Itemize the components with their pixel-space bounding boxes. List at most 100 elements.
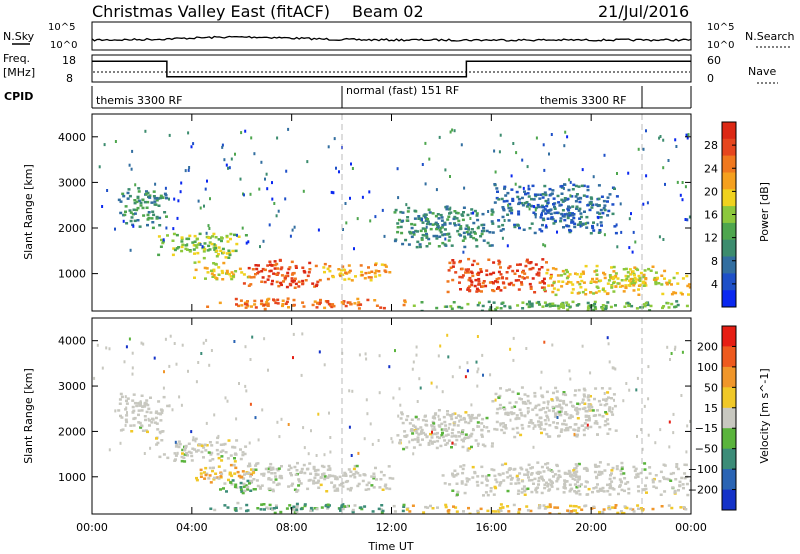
nsky-trace [91, 35, 692, 42]
power-echo-region [318, 262, 392, 282]
power-echo-layer [98, 127, 691, 311]
nsearch-tick-bottom: 10^0 [707, 40, 734, 51]
colorbar-tick-label: −200 [688, 484, 718, 497]
colorbar-swatch [722, 387, 736, 409]
velocity-echo-layer [93, 332, 691, 514]
velocity-yaxis: 1000 2000 3000 4000 [58, 335, 691, 484]
colorbar-tick-label: −100 [688, 463, 718, 476]
xtick-label: 16:00 [475, 521, 507, 534]
nsky-line [91, 35, 692, 42]
xaxis-label: Time UT [367, 540, 413, 553]
power-scatter-echoes [98, 127, 691, 254]
velocity-echo-region [405, 503, 688, 514]
freq-trace [92, 60, 691, 78]
xtick-label: 00:00 [76, 521, 108, 534]
power-echo-region [393, 205, 494, 249]
colorbar-swatch [722, 206, 736, 224]
colorbar-tick-label: 50 [704, 381, 718, 394]
velocity-echo-region [155, 436, 248, 463]
colorbar-swatch [722, 239, 736, 257]
xtick-label: 00:00 [675, 521, 707, 534]
ytick-label: 4000 [58, 335, 86, 348]
colorbar-tick-label: 28 [704, 139, 718, 152]
power-echo-region [242, 258, 320, 289]
nsky-tick-top: 10^5 [48, 22, 75, 33]
power-panel: 1000 2000 3000 4000 Slant Range [km] [22, 113, 692, 312]
freq-tick-top: 18 [62, 54, 76, 67]
colorbar-swatch [722, 428, 736, 450]
colorbar-swatch [722, 366, 736, 388]
ytick-label: 2000 [58, 425, 86, 438]
xtick-label: 12:00 [376, 521, 408, 534]
nave-tick-bottom: 0 [707, 72, 714, 85]
power-echo-region [193, 260, 251, 281]
power-yaxis: 1000 2000 3000 4000 [58, 131, 691, 281]
colorbar-tick-label: 24 [704, 162, 718, 175]
colorbar-swatch [722, 138, 736, 157]
colorbar-tick-label: −50 [695, 443, 718, 456]
power-echo-region [542, 264, 691, 297]
colorbar-tick-label: 4 [711, 278, 718, 291]
colorbar-tick-label: 15 [704, 402, 718, 415]
nsky-tick-bottom: 10^0 [50, 40, 77, 51]
colorbar-tick-label: 12 [704, 232, 718, 245]
ytick-label: 2000 [58, 222, 86, 235]
ytick-label: 3000 [58, 380, 86, 393]
beam-label: Beam 02 [352, 2, 424, 21]
colorbar-swatch [722, 448, 736, 470]
colorbar-swatch [722, 469, 736, 490]
xtick-label: 08:00 [276, 521, 308, 534]
colorbar-swatch [722, 346, 736, 368]
freq-unit: [MHz] [3, 66, 35, 79]
freq-label: Freq. [3, 52, 30, 65]
ytick-label: 1000 [58, 268, 86, 281]
power-echo-region [446, 257, 554, 294]
ytick-label: 4000 [58, 131, 86, 144]
date-label: 21/Jul/2016 [598, 2, 689, 21]
colorbar-tick-label: 200 [697, 340, 718, 353]
velocity-ylabel: Slant Range [km] [22, 368, 35, 464]
freq-panel [91, 54, 692, 83]
colorbar-tick-label: 16 [704, 209, 718, 222]
colorbar-swatch [722, 326, 736, 347]
velocity-panel: 1000 2000 3000 4000 00:00 04:00 08:00 12:00 16:… [22, 317, 707, 534]
power-echo-region [412, 300, 689, 311]
colorbar-swatch [722, 172, 736, 190]
velocity-echo-region [491, 386, 618, 439]
velocity-echo-region [242, 461, 395, 493]
colorbar-swatch [722, 155, 736, 173]
power-echo-region [117, 187, 168, 230]
power-ylabel: Slant Range [km] [22, 164, 35, 260]
velocity-echo-region [396, 409, 494, 452]
colorbar-swatch [722, 273, 736, 291]
nsky-panel [91, 21, 692, 51]
cpid-segment-1: themis 3300 RF [96, 94, 183, 107]
velocity-echo-region [209, 501, 406, 514]
ytick-label: 3000 [58, 176, 86, 189]
nave-label: Nave [748, 65, 776, 78]
colorbar-swatch [722, 407, 736, 429]
colorbar-tick-label: 20 [704, 185, 718, 198]
power-echo-region [206, 297, 407, 311]
colorbar-swatch [722, 489, 736, 511]
colorbar-tick-label: 100 [697, 361, 718, 374]
colorbar-swatch [722, 256, 736, 274]
velocity-colorbar: 200 100 50 15 −15 −50 −100 −200 [688, 325, 737, 511]
nsky-label: N.Sky [3, 30, 35, 43]
nsearch-tick-top: 10^5 [707, 22, 734, 33]
xtick-label: 04:00 [176, 521, 208, 534]
cpid-segment-3: themis 3300 RF [540, 94, 627, 107]
colorbar-swatch [722, 222, 736, 241]
station-title: Christmas Valley East (fitACF) [92, 2, 330, 21]
velocity-echo-region [195, 463, 256, 484]
velocity-colorbar-label: Velocity [m s^-1] [758, 368, 771, 463]
xtick-label: 20:00 [575, 521, 607, 534]
freq-tick-bottom: 8 [66, 72, 73, 85]
power-colorbar: 4 8 12 16 20 24 28 [704, 121, 737, 308]
nave-tick-top: 60 [707, 54, 721, 67]
colorbar-swatch [722, 290, 736, 308]
ytick-label: 1000 [58, 471, 86, 484]
colorbar-tick-label: −15 [695, 422, 718, 435]
colorbar-tick-label: 8 [711, 255, 718, 268]
